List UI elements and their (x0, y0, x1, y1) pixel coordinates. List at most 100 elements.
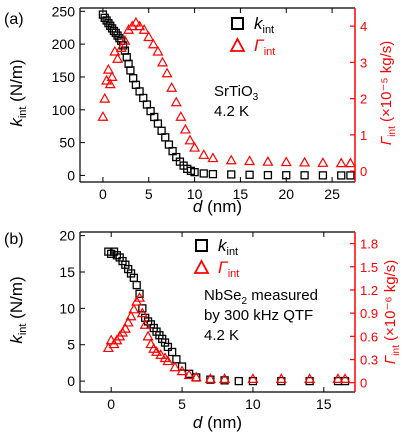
annotation-text: NbSe2 measured (204, 287, 318, 307)
data-point-triangle (189, 141, 201, 152)
data-point-square (112, 251, 122, 260)
data-point-triangle (207, 152, 219, 163)
y-right-tick-label: 0.9 (360, 306, 378, 321)
y-right-tick-label: 0 (360, 376, 367, 391)
data-point-square (160, 338, 170, 347)
data-point-triangle (134, 291, 146, 302)
data-point-triangle (134, 20, 146, 31)
y-left-tick-label: 0 (67, 373, 75, 389)
x-tick-label: 5 (178, 396, 186, 412)
data-point-triangle (112, 53, 124, 63)
data-point-triangle (125, 310, 137, 321)
y-right-tick-label: 1.5 (360, 260, 378, 275)
data-point-triangle (130, 16, 142, 27)
data-point-triangle (115, 42, 127, 52)
chart-panel-b: 0 5 10 15 0 5 10 15 20 0 0.3 0.6 0.9 1.2 1.5 1.8 (b) d (n… (4, 228, 402, 432)
x-axis-label: d (nm) (193, 413, 242, 432)
data-point-triangle (145, 338, 157, 349)
y-right-tick-label: 4 (360, 19, 367, 34)
data-point-triangle (190, 371, 202, 382)
data-point-square (208, 169, 218, 179)
y-left-axis-label: kint (N/m) (7, 276, 29, 343)
y-right-tick-label: 3 (360, 55, 367, 70)
data-point-triangle (161, 67, 173, 78)
data-point-triangle (344, 157, 356, 168)
data-point-triangle (151, 346, 163, 356)
y-right-tick-label: 2 (360, 92, 367, 107)
y-left-tick-label: 20 (59, 228, 75, 244)
x-tick-label: 5 (145, 186, 153, 202)
data-point-square (346, 171, 355, 180)
data-point-square (190, 168, 199, 177)
series-gamma-int (102, 291, 351, 383)
data-point-triangle (162, 355, 174, 366)
data-point-triangle (198, 149, 210, 159)
data-point-square (318, 171, 328, 180)
x-tick-label: 25 (324, 186, 340, 202)
data-point-square (138, 304, 147, 313)
series-gamma-int (97, 16, 356, 168)
legend-marker-square (195, 239, 208, 252)
data-point-triangle (119, 34, 131, 45)
legend-label: Γint (218, 258, 239, 280)
data-point-triangle (280, 156, 292, 167)
y-right-tick-label: 1.8 (360, 237, 378, 252)
data-point-square (107, 249, 116, 258)
legend-label: kint (254, 14, 274, 36)
x-tick-label: 15 (316, 396, 332, 412)
data-point-square (177, 362, 187, 371)
legend-marker-square (231, 17, 244, 30)
data-point-triangle (244, 155, 256, 166)
legend-marker-triangle (193, 259, 210, 274)
x-tick-label: 10 (245, 396, 261, 412)
data-point-triangle (97, 111, 109, 121)
data-point-square (172, 355, 181, 364)
y-left-tick-label: 100 (52, 102, 76, 118)
data-point-triangle (204, 373, 216, 383)
data-point-triangle (304, 373, 316, 383)
x-tick-label: 15 (233, 186, 249, 202)
data-point-triangle (102, 63, 114, 74)
data-point-square (135, 289, 144, 298)
y-left-tick-label: 200 (52, 36, 76, 52)
y-right-tick-label: 1 (360, 128, 367, 143)
data-point-square (129, 273, 139, 282)
legend-marker-triangle (229, 37, 246, 52)
data-point-triangle (184, 134, 196, 145)
data-point-square (124, 264, 133, 274)
data-point-triangle (339, 373, 351, 383)
data-point-square (199, 169, 208, 178)
data-point-triangle (147, 38, 159, 49)
y-right-tick-label: 0.3 (360, 353, 378, 368)
data-point-triangle (138, 24, 150, 34)
annotation-text: 4.2 K (204, 327, 239, 344)
y-left-axis-label: kint (N/m) (7, 59, 29, 126)
data-point-triangle (317, 157, 329, 167)
legend-label: Γint (254, 36, 275, 58)
data-point-square (263, 170, 273, 180)
data-point-triangle (104, 78, 116, 89)
y-left-tick-label: 250 (52, 3, 76, 19)
data-point-square (234, 376, 243, 386)
data-point-triangle (275, 373, 287, 383)
panel-label: (a) (4, 11, 24, 28)
data-point-triangle (175, 111, 187, 121)
data-point-triangle (335, 157, 347, 168)
annotation-text: 4.2 K (214, 103, 249, 120)
y-right-tick-label: 0 (360, 164, 367, 179)
y-left-tick-label: 5 (67, 337, 75, 353)
data-point-triangle (99, 92, 111, 103)
data-point-triangle (299, 156, 311, 167)
data-point-triangle (169, 361, 181, 372)
data-point-triangle (106, 71, 118, 81)
annotation-text: SrTiO3 (214, 83, 259, 103)
data-point-triangle (156, 56, 169, 67)
y-right-axis-label: Γint (×10⁻⁵ kg/s) (378, 41, 398, 146)
data-point-square (132, 280, 141, 290)
y-right-tick-label: 0.6 (360, 329, 378, 344)
y-left-tick-label: 10 (59, 300, 75, 316)
